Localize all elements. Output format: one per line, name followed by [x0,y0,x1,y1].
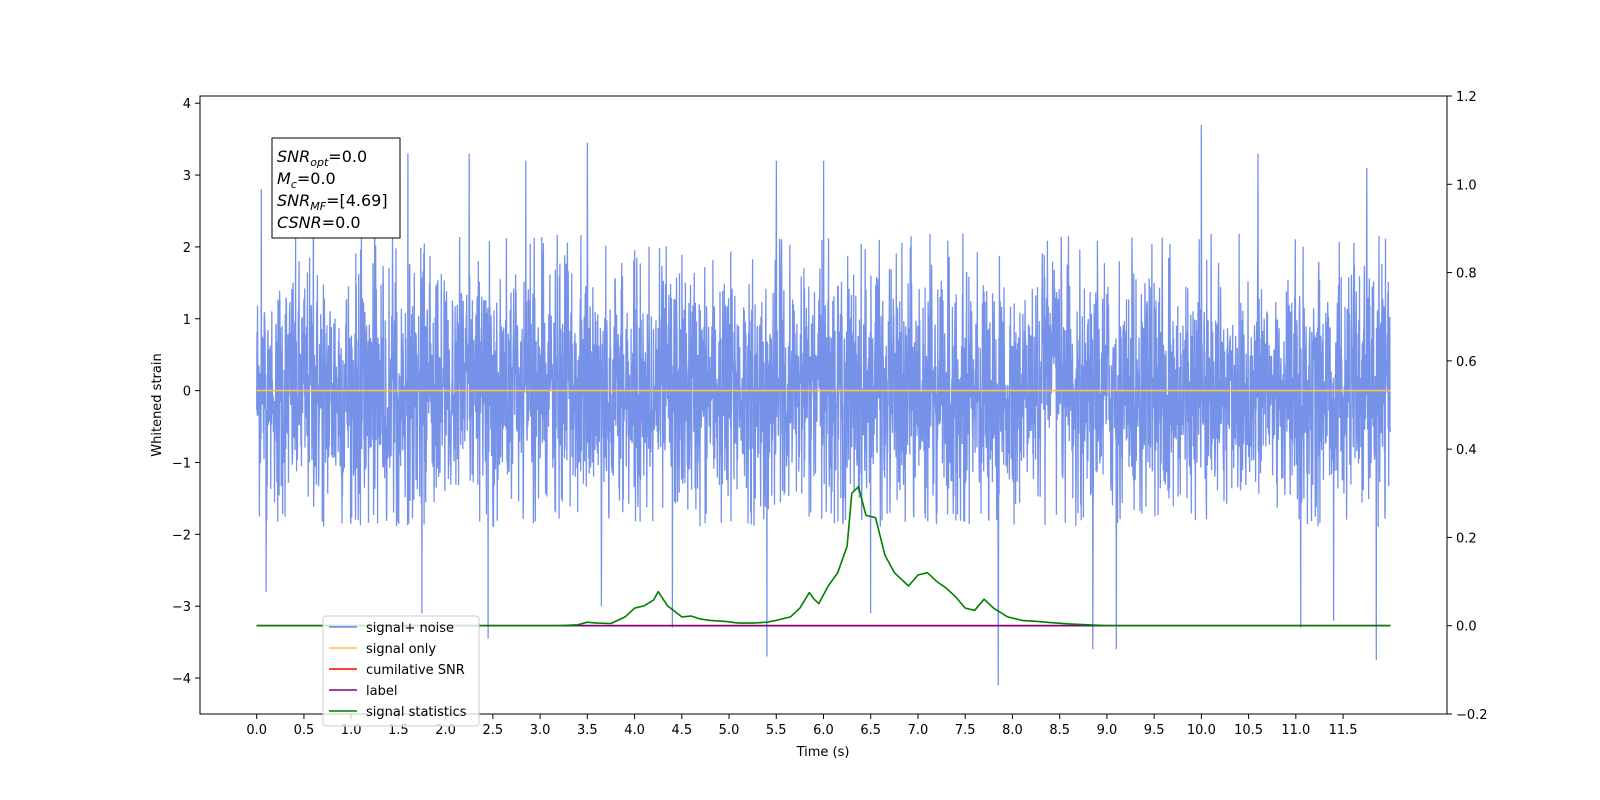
y2-tick-label: −0.2 [1456,708,1488,723]
x-tick-label: 9.0 [1097,723,1118,738]
annotation-symbol: SNR [277,191,310,210]
x-tick-label: 7.0 [908,723,929,738]
annotation-frame [271,137,401,239]
legend-item: signal+ noise [329,621,454,636]
y-tick-label: 4 [183,97,191,112]
annotation-subscript: MF [310,200,326,213]
x-tick-label: 10.5 [1234,723,1263,738]
x-tick-label: 8.5 [1049,723,1070,738]
x-tick-label: 0.0 [246,723,267,738]
legend-item: signal only [329,642,436,657]
annotation-value: =0.0 [297,169,336,188]
legend-frame [322,615,480,727]
y2-tick-label: 1.2 [1456,90,1477,105]
x-tick-label: 10.0 [1187,723,1216,738]
annotation-value: =0.0 [322,213,361,232]
y2-tick-label: 1.0 [1456,178,1477,193]
legend-label: signal statistics [366,705,467,720]
y-tick-label: 1 [183,313,191,328]
annotation-line: SNRMF=[4.69] [277,191,388,213]
y-tick-label: −3 [172,600,191,615]
x-tick-label: 8.0 [1002,723,1023,738]
legend-label: cumilative SNR [366,663,465,678]
legend-item: label [329,684,397,699]
legend-item: signal statistics [329,705,467,720]
legend-label: label [366,684,397,699]
x-tick-label: 1.5 [388,723,409,738]
y-tick-label: −2 [172,528,191,543]
annotation-subscript: c [291,178,297,191]
x-axis-label: Time (s) [796,745,850,760]
y2-tick-label: 0.4 [1456,443,1477,458]
series-line-signal-statistics [256,485,1391,627]
x-tick-label: 2.0 [435,723,456,738]
y-tick-label: 3 [183,169,191,184]
x-tick-label: 1.0 [341,723,362,738]
x-tick-label: 5.0 [719,723,740,738]
x-tick-label: 11.0 [1281,723,1310,738]
legend-label: signal+ noise [366,621,454,636]
x-tick-label: 5.5 [766,723,787,738]
x-tick-label: 11.5 [1329,723,1358,738]
annotation-value: =0.0 [328,147,367,166]
x-axis: 0.0 0.5 1.0 1.5 2.0 2.5 3.0 3.5 4.0 4.5 5.0 5.5 6.0 6… [246,714,1358,738]
legend-item: cumilative SNR [329,663,465,678]
y-axis-label: Whitened strain [150,353,165,456]
legend-label: signal only [366,642,436,657]
x-tick-label: 4.0 [624,723,645,738]
x-tick-label: 9.5 [1144,723,1165,738]
y-tick-label: −1 [172,456,191,471]
x-tick-label: 7.5 [955,723,976,738]
y2-tick-label: 0.6 [1456,355,1477,370]
x-tick-label: 4.5 [671,723,692,738]
annotation-line: CSNR=0.0 [277,213,361,232]
y2-tick-label: 0.2 [1456,531,1477,546]
y2-axis: −0.2 0.0 0.2 0.4 0.6 0.8 1.0 1.2 [1447,90,1488,723]
x-tick-label: 6.0 [813,723,834,738]
noise-layer [256,124,1391,686]
annotation-subscript: opt [310,156,329,169]
y-axis: −4 −3 −2 −1 0 1 2 3 4 [172,97,200,687]
annotation-line: SNRopt=0.0 [277,147,367,169]
x-tick-label: 3.5 [577,723,598,738]
annotation-line: Mc=0.0 [277,169,336,191]
legend: signal+ noise signal only cumilative SNR la… [322,615,480,727]
annotation-symbol: SNR [277,147,310,166]
y-tick-label: 0 [183,385,191,400]
y2-tick-label: 0.8 [1456,267,1477,282]
x-tick-label: 2.5 [483,723,504,738]
x-tick-label: 0.5 [294,723,315,738]
series-line-signal-noise [256,124,1391,686]
y2-tick-label: 0.0 [1456,620,1477,635]
annotation-symbol: CSNR [277,213,322,232]
y-tick-label: −4 [172,672,191,687]
x-tick-label: 6.5 [860,723,881,738]
annotation-value: =[4.69] [326,191,388,210]
y-tick-label: 2 [183,241,191,256]
x-tick-label: 3.0 [530,723,551,738]
annotation-symbol: M [277,169,291,188]
